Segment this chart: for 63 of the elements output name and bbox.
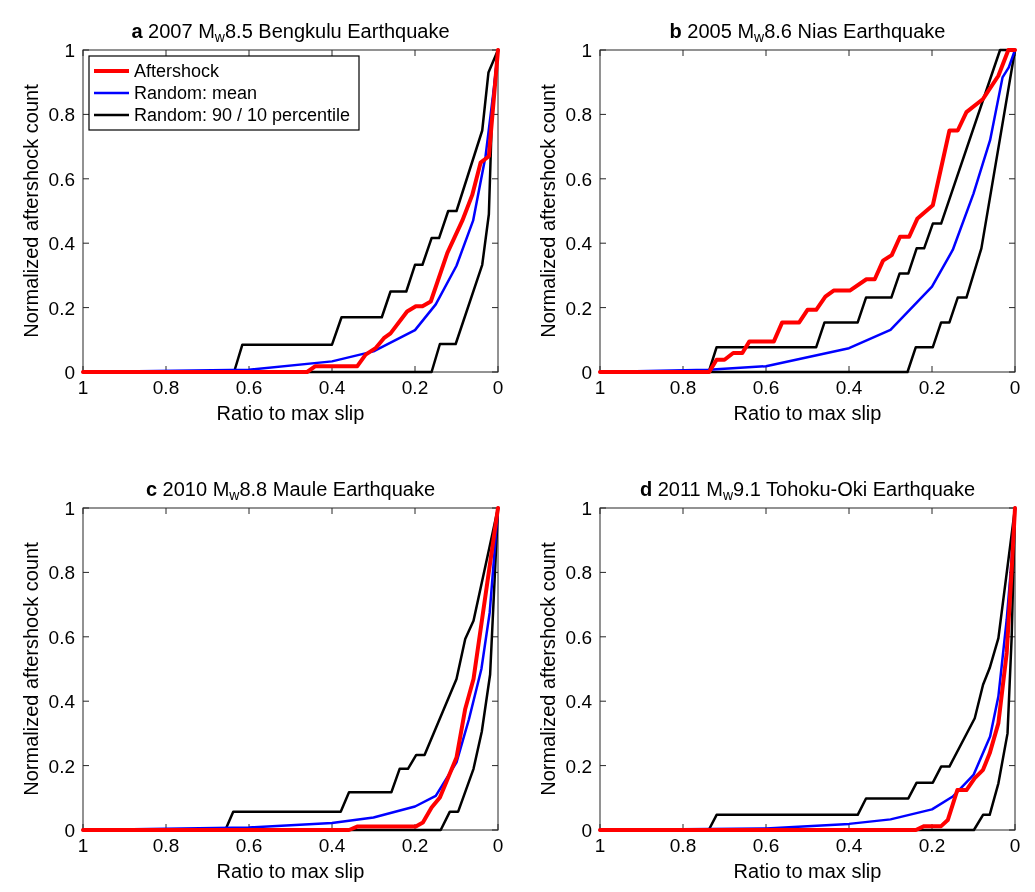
y-tick-label: 0.4 [565,233,593,255]
y-tick-label: 0.6 [48,168,75,190]
x-tick-label: 0.4 [318,377,346,398]
x-tick-label: 0 [492,377,504,398]
y-tick-label: 0.2 [565,755,592,777]
x-tick-label: 0.8 [152,377,180,398]
x-tick-label: 1 [594,377,606,398]
x-tick-label: 0.2 [401,835,429,856]
y-tick-label: 0 [64,362,75,383]
y-tick-label: 0 [581,362,592,383]
y-tick-label: 0 [581,820,592,841]
x-tick-label: 0.8 [669,377,697,398]
y-tick-label: 0.8 [565,104,592,126]
y-axis-title: Normalized aftershock count [537,541,559,796]
y-tick-label: 0.8 [48,104,75,126]
x-tick-label: 1 [594,835,606,856]
y-axis-title: Normalized aftershock count [537,83,559,338]
x-tick-label: 0.8 [669,835,697,856]
x-tick-label: 0 [1009,835,1021,856]
y-tick-label: 0.2 [48,755,75,777]
x-tick-label: 0.4 [835,835,863,856]
x-tick-label: 0 [1009,377,1021,398]
legend-label: Random: mean [134,83,258,103]
chart-title: b 2005 M$_{w}$8.6 Nias Earthquake [669,20,946,46]
y-tick-label: 1 [64,40,75,61]
y-tick-label: 0.4 [48,233,76,255]
y-axis-title: Normalized aftershock count [20,83,42,338]
legend-label: Aftershock [134,61,221,81]
x-tick-label: 0.6 [752,835,780,856]
y-tick-label: 0.4 [565,691,593,713]
chart-title: c 2010 M$_{w}$8.8 Maule Earthquake [145,478,436,504]
y-tick-label: 0.2 [48,297,75,319]
x-tick-label: 0.4 [835,377,863,398]
x-tick-label: 1 [77,835,89,856]
legend-label: Random: 90 / 10 percentile [134,105,351,125]
x-tick-label: 1 [77,377,89,398]
x-tick-label: 0 [492,835,504,856]
y-tick-label: 0.4 [48,691,76,713]
y-tick-label: 0.6 [565,626,592,648]
y-tick-label: 0.2 [565,297,592,319]
x-tick-label: 0.2 [401,377,429,398]
x-tick-label: 0.2 [918,377,946,398]
x-axis-title: Ratio to max slip [733,860,882,882]
x-tick-label: 0.6 [235,377,263,398]
y-tick-label: 0.6 [48,626,75,648]
x-tick-label: 0.2 [918,835,946,856]
x-tick-label: 0.8 [152,835,180,856]
x-tick-label: 0.4 [318,835,346,856]
chart-title: d 2011 M$_{w}$9.1 Tohoku-Oki Earthquake [639,478,976,504]
y-tick-label: 0.6 [565,168,592,190]
x-axis-title: Ratio to max slip [216,860,365,882]
x-axis-title: Ratio to max slip [733,402,882,424]
y-axis-title: Normalized aftershock count [20,541,42,796]
y-tick-label: 1 [581,40,592,61]
y-tick-label: 1 [581,498,592,519]
chart-title: a 2007 M$_{w}$8.5 Bengkulu Earthquake [131,20,450,46]
x-tick-label: 0.6 [235,835,263,856]
y-tick-label: 0.8 [48,562,75,584]
y-tick-label: 0 [64,820,75,841]
y-tick-label: 0.8 [565,562,592,584]
x-axis-title: Ratio to max slip [216,402,365,424]
y-tick-label: 1 [64,498,75,519]
x-tick-label: 0.6 [752,377,780,398]
